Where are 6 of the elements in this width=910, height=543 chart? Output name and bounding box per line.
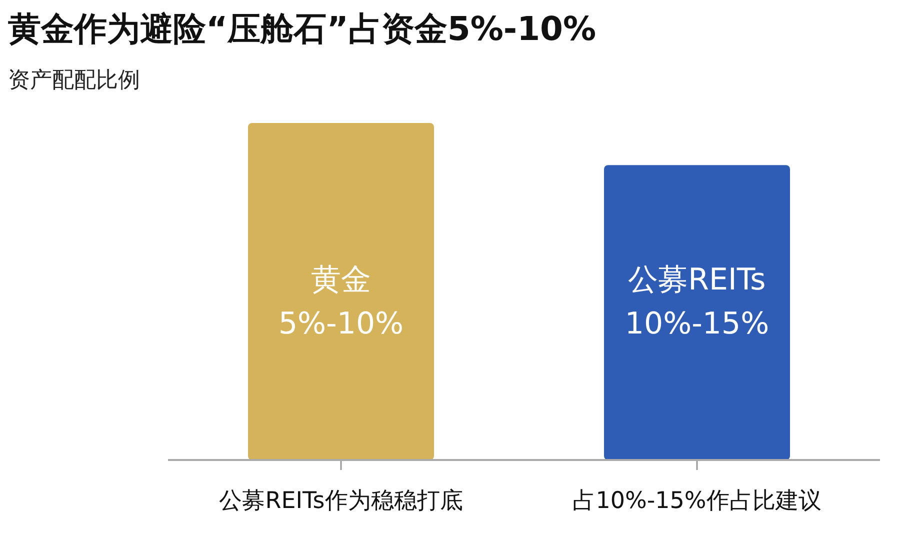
chart-title: 黄金作为避险“压舱石”占资金5%-10%: [8, 9, 596, 48]
x-tick-label: 公募REITs作为稳稳打底: [219, 488, 463, 514]
annotation: 公募REITs 10%-15%: [624, 262, 770, 342]
annotation: 黄金 5%-10%: [278, 262, 404, 342]
x-tick-label: 占10%-15%作占比建议: [572, 488, 822, 514]
chart-subtitle: 资产配配比例: [8, 68, 140, 93]
